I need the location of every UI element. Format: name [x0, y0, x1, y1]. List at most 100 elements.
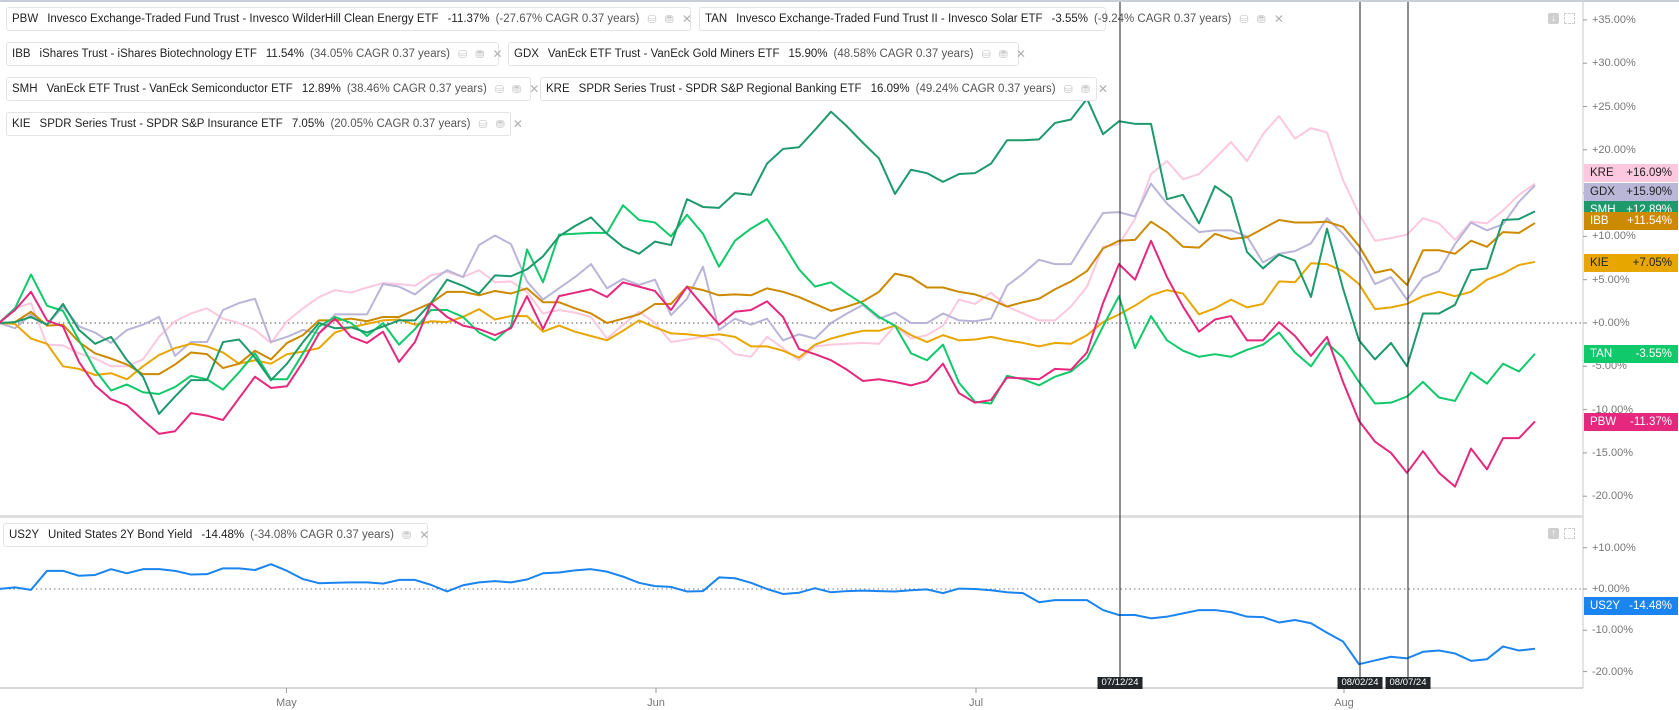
y-tick-label: +20.00%	[1592, 143, 1636, 156]
legend-ticker: TAN	[705, 13, 728, 25]
y-tick-label: -20.00%	[1592, 665, 1633, 678]
x-tick-label: Jun	[647, 697, 665, 709]
series-line-kre[interactable]	[0, 115, 1536, 368]
close-icon[interactable]: ✕	[1098, 82, 1109, 96]
price-badge-tan: TAN -3.55%	[1584, 345, 1678, 363]
legend-ticker: IBB	[12, 48, 31, 60]
add-layer-icon[interactable]: ⛁	[1239, 13, 1249, 26]
badge-ticker: TAN	[1590, 348, 1613, 360]
legend-name: VanEck ETF Trust - VanEck Gold Miners ET…	[547, 48, 780, 60]
y-tick-label: -15.00%	[1592, 446, 1633, 459]
add-layer-icon[interactable]: ⛁	[478, 118, 488, 131]
price-badge-kre: KRE +16.09%	[1584, 164, 1678, 182]
series-line-ibb[interactable]	[0, 218, 1536, 376]
price-badge-gdx: GDX +15.90%	[1584, 183, 1678, 201]
legend-item-kre[interactable]: KRE SPDR Series Trust - SPDR S&P Regional…	[540, 77, 1108, 101]
legend-change: -14.48%	[201, 529, 245, 541]
layers-icon[interactable]: ⛃	[664, 13, 674, 26]
badge-ticker: US2Y	[1590, 600, 1621, 612]
legend-name: iShares Trust - iShares Biotechnology ET…	[39, 48, 257, 60]
legend-name: SPDR Series Trust - SPDR S&P Regional Ba…	[578, 83, 862, 95]
add-layer-icon[interactable]: ⛁	[981, 48, 991, 61]
layers-icon[interactable]: ⛃	[998, 48, 1008, 61]
layers-icon[interactable]: ⛃	[475, 48, 485, 61]
y-tick-label: -20.00%	[1592, 490, 1633, 503]
series-line-us2y[interactable]	[0, 563, 1536, 666]
pane-download-icon[interactable]: ↓	[1548, 13, 1559, 24]
y-tick-label: -5.00%	[1592, 360, 1627, 373]
legend-change: -3.55%	[1051, 13, 1088, 25]
close-icon[interactable]: ✕	[681, 12, 692, 26]
y-tick-label: +5.00%	[1592, 273, 1630, 286]
legend-name: VanEck ETF Trust - VanEck Semiconductor …	[46, 83, 293, 95]
y-tick-label: +35.00%	[1592, 13, 1636, 26]
close-icon[interactable]: ✕	[1015, 47, 1026, 61]
price-badge-us2y: US2Y -14.48%	[1584, 597, 1678, 615]
legend-ticker: SMH	[12, 83, 38, 95]
add-layer-icon[interactable]: ⛁	[1063, 83, 1073, 96]
series-line-smh[interactable]	[0, 97, 1536, 415]
pane-separator[interactable]	[0, 515, 1583, 518]
badge-value: -11.37%	[1630, 416, 1672, 428]
legend-name: Invesco Exchange-Traded Fund Trust - Inv…	[47, 13, 439, 25]
pane-fullscreen-icon[interactable]	[1564, 528, 1575, 539]
pane-move-up-icon[interactable]: ↑	[1548, 528, 1559, 539]
layers-icon[interactable]: ⛃	[1256, 13, 1266, 26]
close-icon[interactable]: ✕	[492, 47, 503, 61]
y-tick-label: -10.00%	[1592, 403, 1633, 416]
series-line-kie[interactable]	[0, 260, 1536, 381]
badge-value: +15.90%	[1626, 186, 1672, 198]
legend-ticker: GDX	[514, 48, 539, 60]
badge-value: +11.54%	[1627, 215, 1672, 227]
legend-item-kie[interactable]: KIE SPDR Series Trust - SPDR S&P Insuranc…	[6, 112, 523, 136]
legend-item-tan[interactable]: TAN Invesco Exchange-Traded Fund Trust II…	[699, 7, 1284, 31]
layers-icon[interactable]: ⛃	[1080, 83, 1091, 96]
price-badge-kie: KIE +7.05%	[1584, 254, 1678, 272]
add-layer-icon[interactable]: ⛁	[494, 83, 505, 96]
close-icon[interactable]: ✕	[512, 117, 523, 131]
layers-icon[interactable]: ⛃	[495, 118, 505, 131]
legend-cagr: (38.46% CAGR 0.37 years)	[346, 83, 487, 95]
y-tick-label: +10.00%	[1592, 230, 1636, 243]
legend-change: 11.54%	[265, 48, 305, 60]
layers-icon[interactable]: ⛃	[401, 529, 412, 542]
legend-cagr: (34.05% CAGR 0.37 years)	[310, 48, 451, 60]
close-icon[interactable]: ✕	[1273, 12, 1284, 26]
badge-value: +16.09%	[1626, 167, 1672, 179]
legend-item-pbw[interactable]: PBW Invesco Exchange-Traded Fund Trust - …	[6, 7, 692, 31]
layers-icon[interactable]: ⛃	[512, 83, 522, 96]
legend-cagr: (-27.67% CAGR 0.37 years)	[495, 13, 640, 25]
y-tick-label: -10.00%	[1592, 624, 1633, 637]
legend-ticker: KRE	[546, 83, 570, 95]
price-badge-ibb: IBB +11.54%	[1584, 212, 1678, 230]
badge-ticker: GDX	[1590, 186, 1615, 198]
legend-item-ibb[interactable]: IBB iShares Trust - iShares Biotechnology…	[6, 42, 503, 66]
close-icon[interactable]: ✕	[529, 82, 540, 96]
pane-fullscreen-icon[interactable]	[1564, 13, 1575, 24]
add-layer-icon[interactable]: ⛁	[458, 48, 468, 61]
badge-value: -14.48%	[1629, 600, 1672, 612]
close-icon[interactable]: ✕	[419, 528, 430, 542]
series-line-tan[interactable]	[0, 204, 1536, 405]
legend-cagr: (-9.24% CAGR 0.37 years)	[1093, 13, 1232, 25]
legend-ticker: KIE	[12, 118, 31, 130]
legend-ticker: PBW	[12, 13, 39, 25]
y-tick-label: +25.00%	[1592, 100, 1636, 113]
series-line-pbw[interactable]	[0, 239, 1536, 488]
legend-item-gdx[interactable]: GDX VanEck ETF Trust - VanEck Gold Miners…	[508, 42, 1026, 66]
badge-value: -3.55%	[1635, 348, 1672, 360]
legend-name: SPDR Series Trust - SPDR S&P Insurance E…	[39, 118, 283, 130]
legend-cagr: (20.05% CAGR 0.37 years)	[330, 118, 471, 130]
add-layer-icon[interactable]: ⛁	[647, 13, 657, 26]
date-marker-label: 08/02/24	[1337, 677, 1383, 689]
legend-item-smh[interactable]: SMH VanEck ETF Trust - VanEck Semiconduct…	[6, 77, 539, 101]
legend-cagr: (-34.08% CAGR 0.37 years)	[250, 529, 394, 541]
badge-ticker: IBB	[1590, 215, 1609, 227]
y-tick-label: +30.00%	[1592, 57, 1636, 70]
date-marker-label: 07/12/24	[1097, 677, 1143, 689]
badge-ticker: KRE	[1590, 167, 1614, 179]
x-tick-label: Aug	[1334, 697, 1354, 709]
y-tick-label: +0.00%	[1592, 317, 1630, 329]
legend-item-us2y[interactable]: US2Y United States 2Y Bond Yield -14.48% (-…	[3, 523, 430, 547]
